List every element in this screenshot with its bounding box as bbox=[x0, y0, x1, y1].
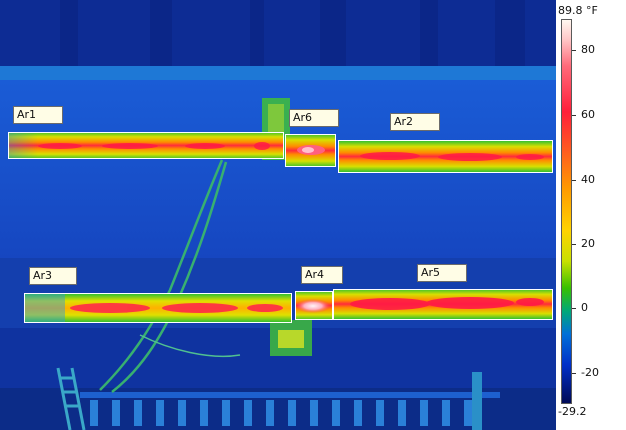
area-box-ar5[interactable] bbox=[333, 289, 553, 320]
scale-tick bbox=[572, 373, 576, 374]
area-label-ar5: Ar5 bbox=[417, 264, 467, 282]
scale-tick bbox=[572, 308, 576, 309]
area-label-ar2: Ar2 bbox=[390, 113, 440, 131]
color-scale-bar bbox=[561, 19, 572, 404]
area-label-ar6: Ar6 bbox=[289, 109, 339, 127]
area-box-ar3[interactable] bbox=[24, 293, 292, 323]
scale-max-label: 89.8 °F bbox=[558, 4, 598, 17]
scale-tick bbox=[572, 50, 576, 51]
scale-tick bbox=[572, 115, 576, 116]
area-box-ar6[interactable] bbox=[285, 134, 336, 167]
scale-tick-label: 0 bbox=[581, 302, 588, 314]
scale-tick-label: 40 bbox=[581, 174, 595, 186]
area-box-ar1[interactable] bbox=[8, 132, 284, 159]
scale-tick-label: -20 bbox=[581, 367, 599, 379]
area-label-ar1: Ar1 bbox=[13, 106, 63, 124]
area-label-ar4: Ar4 bbox=[301, 266, 343, 284]
area-label-ar3: Ar3 bbox=[29, 267, 77, 285]
temperature-scale: 89.8 °F 80 60 40 20 0 -20 -29.2 bbox=[556, 0, 626, 430]
scale-min-label: -29.2 bbox=[558, 405, 586, 418]
area-box-ar4[interactable] bbox=[295, 291, 333, 320]
area-box-ar2[interactable] bbox=[338, 140, 553, 173]
scale-tick bbox=[572, 244, 576, 245]
scale-tick-label: 20 bbox=[581, 238, 595, 250]
scale-tick-label: 60 bbox=[581, 109, 595, 121]
thermal-image bbox=[0, 0, 556, 430]
scale-tick bbox=[572, 180, 576, 181]
scale-tick-label: 80 bbox=[581, 44, 595, 56]
